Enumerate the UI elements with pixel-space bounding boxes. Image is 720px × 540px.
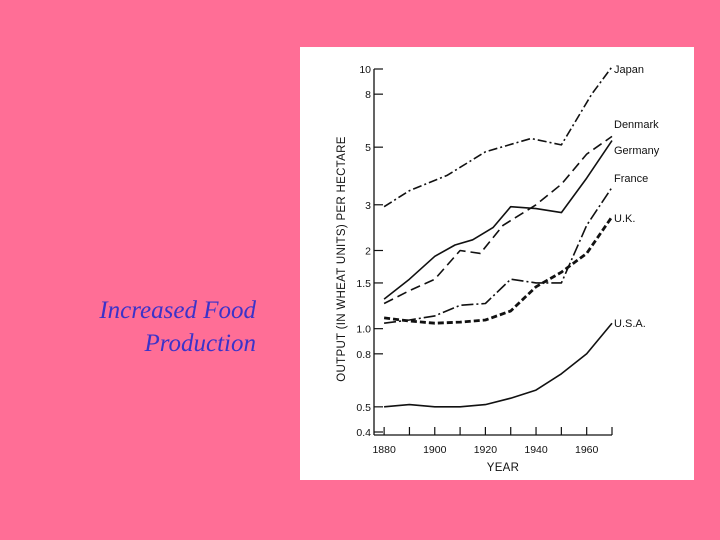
legend-label-japan: Japan bbox=[614, 64, 644, 76]
y-tick-label: 0.4 bbox=[356, 427, 371, 439]
x-tick-label: 1880 bbox=[372, 444, 396, 456]
series-line-japan bbox=[383, 66, 613, 208]
x-tick-label: 1900 bbox=[423, 444, 447, 456]
legend-label-france: France bbox=[614, 173, 648, 185]
series-line-uk bbox=[383, 215, 614, 325]
y-tick-label: 0.5 bbox=[356, 402, 371, 414]
x-axis-title: YEAR bbox=[487, 462, 520, 474]
y-tick-label: 0.8 bbox=[356, 349, 371, 361]
x-tick-label: 1960 bbox=[575, 444, 599, 456]
y-tick-label: 5 bbox=[365, 142, 371, 154]
series-line-denmark bbox=[383, 135, 613, 305]
series-line-germany bbox=[383, 140, 613, 300]
legend-label-germany: Germany bbox=[614, 145, 660, 157]
legend-label-uk: U.K. bbox=[614, 213, 635, 225]
x-tick-label: 1940 bbox=[524, 444, 548, 456]
slide-title-line-2: Production bbox=[144, 330, 256, 357]
series-lines bbox=[383, 66, 614, 408]
slide-title-line-1: Increased Food bbox=[99, 297, 256, 324]
y-axis-title: OUTPUT (IN WHEAT UNITS) PER HECTARE bbox=[336, 136, 348, 381]
legend-label-usa: U.S.A. bbox=[614, 318, 646, 330]
line-chart: OUTPUT (IN WHEAT UNITS) PER HECTARE YEAR… bbox=[336, 64, 660, 474]
slide-title: Increased Food Production bbox=[99, 294, 256, 360]
x-tick-label: 1920 bbox=[474, 444, 498, 456]
legend-label-denmark: Denmark bbox=[614, 119, 659, 131]
axis-ticks: 0.4 0.5 0.8 1.0 1.5 2 3 5 8 10 1880 1900 1920 1940 196… bbox=[356, 64, 613, 456]
y-tick-label: 8 bbox=[365, 89, 371, 101]
y-tick-label: 2 bbox=[365, 246, 371, 258]
y-tick-label: 1.0 bbox=[356, 324, 371, 336]
y-tick-label: 10 bbox=[359, 64, 371, 76]
series-line-france bbox=[383, 186, 613, 324]
legend: Japan Denmark Germany France U.K. U.S.A. bbox=[614, 64, 660, 330]
y-tick-label: 3 bbox=[365, 200, 371, 212]
series-line-usa bbox=[384, 322, 613, 408]
chart-figure: OUTPUT (IN WHEAT UNITS) PER HECTARE YEAR… bbox=[300, 47, 694, 480]
y-tick-label: 1.5 bbox=[356, 278, 371, 290]
